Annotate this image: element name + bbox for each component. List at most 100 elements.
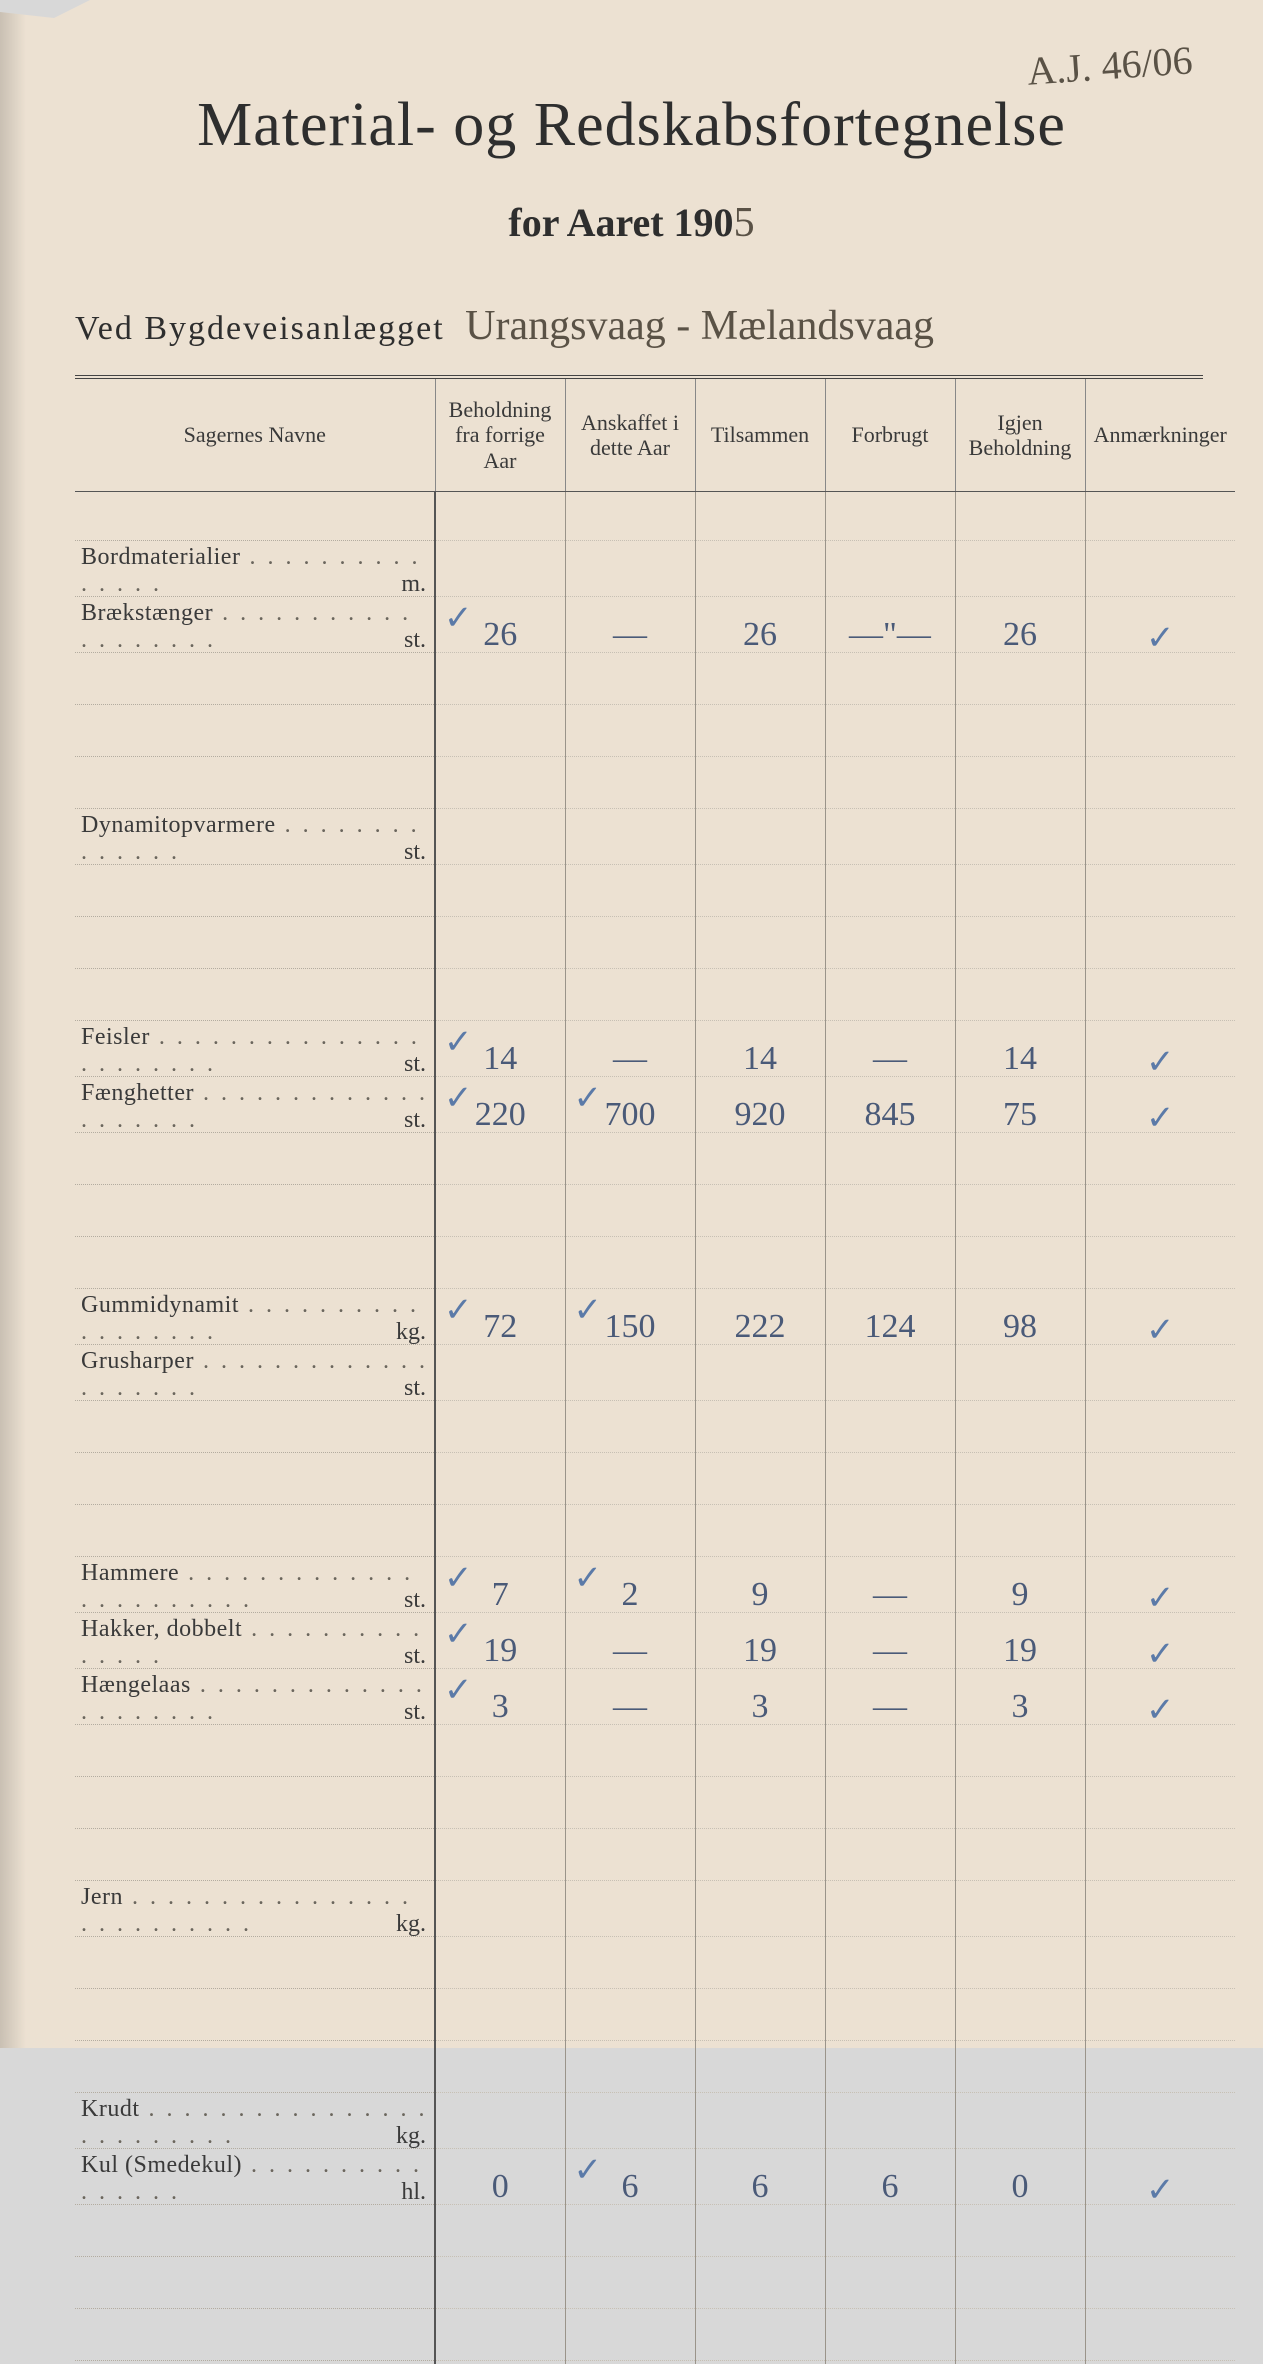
cell-used [825,1404,955,1456]
cell-used [825,972,955,1024]
cell-used [825,2096,955,2152]
cell-item-name [75,1780,435,1832]
handwritten-value: 6 [622,2168,639,2205]
table-row [75,1992,1235,2044]
cell-sum [695,920,825,972]
cell-item-name: Krudt . . . . . . . . . . . . . . . . . … [75,2096,435,2152]
handwritten-value: — [613,616,647,653]
cell-remarks: ✓ [1085,1616,1235,1672]
handwritten-value: — [613,1632,647,1669]
project-line: Ved Bygdeveisanlægget Urangsvaag - Mælan… [75,302,1263,350]
cell-item-name: Fænghetter . . . . . . . . . . . . . . .… [75,1080,435,1136]
cell-remarks [1085,972,1235,1024]
cell-remaining [955,2208,1085,2260]
cell-acquired: ✓150 [565,1292,695,1348]
cell-acquired [565,1940,695,1992]
cell-used [825,1992,955,2044]
cell-used: — [825,1560,955,1616]
cell-prev [435,708,565,760]
cell-sum [695,1992,825,2044]
table-row: Hakker, dobbelt . . . . . . . . . . . . … [75,1616,1235,1672]
cell-item-name [75,708,435,760]
cell-acquired [565,708,695,760]
handwritten-value: — [873,1040,907,1077]
cell-remarks: ✓ [1085,2152,1235,2208]
table-row: Hængelaas . . . . . . . . . . . . . . . … [75,1672,1235,1728]
cell-acquired [565,1136,695,1188]
item-label: Hængelaas [81,1672,191,1699]
handwritten-value: 6 [752,2168,769,2205]
checkmark-icon: ✓ [574,1558,603,1598]
cell-used [825,868,955,920]
cell-remaining: 0 [955,2152,1085,2208]
handwritten-value: 26 [743,616,777,653]
checkmark-icon: ✓ [444,1290,473,1330]
table-row: Feisler . . . . . . . . . . . . . . . . … [75,1024,1235,1080]
unit-label: st. [404,1587,428,1614]
cell-acquired [565,2260,695,2312]
handwritten-value: — [613,1040,647,1077]
col-header-used: Forbrugt [825,379,955,491]
item-label: Hakker, dobbelt [81,1616,242,1643]
table-row: Bordmaterialier . . . . . . . . . . . . … [75,544,1235,600]
handwritten-value: 222 [735,1308,786,1345]
ledger-table: Sagernes Navne Beholdning fra forrige Aa… [75,379,1235,2364]
unit-label: kg. [396,1319,428,1346]
cell-used [825,1940,955,1992]
cell-prev [435,1508,565,1560]
cell-prev [435,2096,565,2152]
cell-remarks [1085,544,1235,600]
cell-remaining [955,868,1085,920]
unit-label: kg. [396,1911,428,1938]
handwritten-value: 700 [605,1096,656,1133]
cell-acquired [565,1404,695,1456]
cell-prev [435,2260,565,2312]
cell-remaining [955,1884,1085,1940]
handwritten-value: — [873,1632,907,1669]
cell-used [825,1348,955,1404]
table-row: Brækstænger . . . . . . . . . . . . . . … [75,600,1235,656]
handwritten-value: — [613,1688,647,1725]
checkmark-icon: ✓ [574,1290,603,1330]
cell-used: 6 [825,2152,955,2208]
cell-used: 845 [825,1080,955,1136]
checkmark-icon: ✓ [1146,1578,1175,1618]
cell-remaining [955,491,1085,544]
cell-acquired [565,2044,695,2096]
cell-used [825,656,955,708]
cell-item-name: Jern . . . . . . . . . . . . . . . . . .… [75,1884,435,1940]
cell-used [825,1884,955,1940]
cell-remarks [1085,920,1235,972]
item-label: Bordmaterialier [81,544,240,571]
cell-item-name [75,1832,435,1884]
cell-remarks [1085,760,1235,812]
cell-acquired: ✓2 [565,1560,695,1616]
document-page: A.J. 46/06 Material- og Redskabsfortegne… [0,0,1263,2048]
cell-sum: 9 [695,1560,825,1616]
cell-remarks [1085,1136,1235,1188]
cell-remaining [955,1832,1085,1884]
cell-item-name [75,868,435,920]
cell-sum [695,2096,825,2152]
cell-remarks: ✓ [1085,1292,1235,1348]
cell-remarks [1085,1992,1235,2044]
cell-remaining: 14 [955,1024,1085,1080]
unit-label: m. [401,571,428,598]
cell-sum: 3 [695,1672,825,1728]
cell-sum [695,1832,825,1884]
cell-remaining [955,708,1085,760]
item-label: Kul (Smedekul) [81,2152,242,2179]
table-row [75,920,1235,972]
handwritten-value: 124 [865,1308,916,1345]
cell-prev [435,920,565,972]
table-row [75,2260,1235,2312]
item-label: Krudt [81,2096,140,2123]
table-row [75,2044,1235,2096]
col-header-name: Sagernes Navne [75,379,435,491]
cell-remaining [955,1404,1085,1456]
cell-prev [435,2208,565,2260]
table-row [75,1508,1235,1560]
cell-prev [435,1780,565,1832]
cell-acquired: — [565,1024,695,1080]
cell-sum [695,2044,825,2096]
